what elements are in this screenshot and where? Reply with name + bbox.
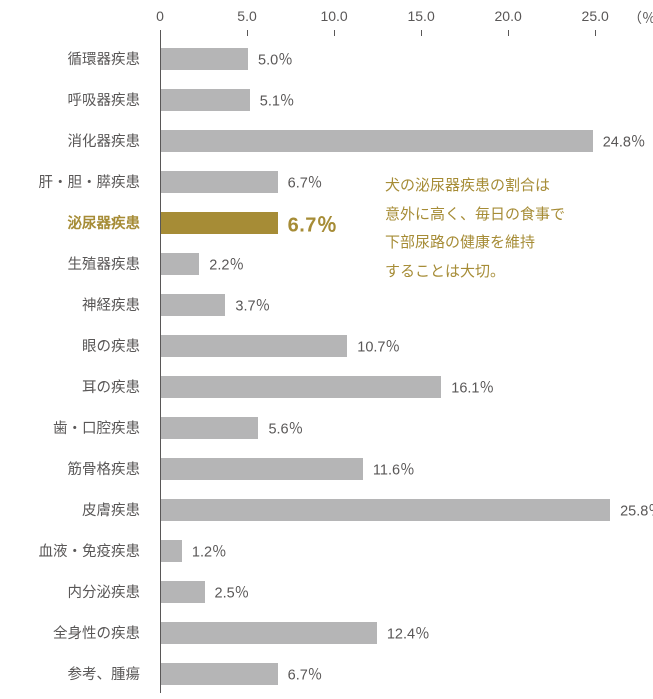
- bar: [161, 335, 347, 357]
- axis-tick-label: 25.0: [582, 8, 609, 24]
- category-label: 泌尿器疾患: [0, 212, 150, 233]
- axis-tick-mark: [595, 30, 596, 36]
- category-label: 神経疾患: [0, 294, 150, 315]
- axis-tick-mark: [421, 30, 422, 36]
- bar-cell: 5.6％: [161, 417, 631, 439]
- axis-tick-mark: [247, 30, 248, 36]
- bar: [161, 376, 441, 398]
- value-label: 5.0％: [258, 48, 293, 69]
- bar-row: 眼の疾患 10.7％: [0, 325, 653, 366]
- value-label: 6.7％: [288, 171, 323, 192]
- value-label: 6.7％: [288, 208, 338, 237]
- disease-rate-chart: 0 5.0 10.0 15.0 20.0 25.0 （％） 循環器疾患 5.0％ 呼吸器疾患 5.…: [0, 0, 653, 699]
- bar-cell: 5.1％: [161, 89, 631, 111]
- value-label: 5.6％: [268, 417, 303, 438]
- bar-row: 皮膚疾患 25.8％: [0, 489, 653, 530]
- category-label: 内分泌疾患: [0, 581, 150, 602]
- axis-tick-mark: [508, 30, 509, 36]
- category-label: 肝・胆・膵疾患: [0, 171, 150, 192]
- bar-cell: 3.7％: [161, 294, 631, 316]
- value-label: 25.8％: [620, 499, 653, 520]
- bar: [161, 171, 278, 193]
- bar-row: 耳の疾患 16.1％: [0, 366, 653, 407]
- value-label: 3.7％: [235, 294, 270, 315]
- value-label: 11.6％: [373, 458, 415, 479]
- category-label: 血液・免疫疾患: [0, 540, 150, 561]
- bar-cell: 16.1％: [161, 376, 631, 398]
- bar: [161, 294, 225, 316]
- value-label: 5.1％: [260, 89, 295, 110]
- bar: [161, 663, 278, 685]
- category-label: 皮膚疾患: [0, 499, 150, 520]
- category-label: 消化器疾患: [0, 130, 150, 151]
- category-label: 呼吸器疾患: [0, 89, 150, 110]
- axis-tick-label: 0: [156, 8, 164, 24]
- category-label: 耳の疾患: [0, 376, 150, 397]
- bar-row: 循環器疾患 5.0％: [0, 38, 653, 79]
- bar-row: 内分泌疾患 2.5％: [0, 571, 653, 612]
- bar: [161, 212, 278, 234]
- bar: [161, 48, 248, 70]
- value-label: 24.8％: [603, 130, 646, 151]
- bar: [161, 458, 363, 480]
- axis-tick-mark: [334, 30, 335, 36]
- bar-row: 参考、腫瘍 6.7％: [0, 653, 653, 694]
- bar-cell: 10.7％: [161, 335, 631, 357]
- annotation-line: 意外に高く、毎日の食事で: [385, 201, 565, 230]
- bar-row: 歯・口腔疾患 5.6％: [0, 407, 653, 448]
- x-axis: 05.010.015.020.025.0（％）: [160, 0, 630, 38]
- bar-cell: 25.8％: [161, 499, 631, 521]
- bar-cell: 11.6％: [161, 458, 631, 480]
- value-label: 1.2％: [192, 540, 227, 561]
- bar-row: 筋骨格疾患 11.6％: [0, 448, 653, 489]
- bar-rows: 循環器疾患 5.0％ 呼吸器疾患 5.1％ 消化器疾患 24.8％ 肝・胆・膵疾患 6.7％ 泌…: [0, 38, 653, 694]
- annotation-line: 犬の泌尿器疾患の割合は: [385, 172, 565, 201]
- bar-cell: 24.8％: [161, 130, 631, 152]
- axis-tick-label: 20.0: [495, 8, 522, 24]
- bar-cell: 5.0％: [161, 48, 631, 70]
- bar-cell: 12.4％: [161, 622, 631, 644]
- bar: [161, 417, 258, 439]
- bar-row: 全身性の疾患 12.4％: [0, 612, 653, 653]
- category-label: 歯・口腔疾患: [0, 417, 150, 438]
- value-label: 2.2％: [209, 253, 244, 274]
- category-label: 筋骨格疾患: [0, 458, 150, 479]
- annotation-line: することは大切。: [385, 258, 565, 287]
- bar: [161, 622, 377, 644]
- bar-row: 神経疾患 3.7％: [0, 284, 653, 325]
- axis-tick-label: 5.0: [237, 8, 256, 24]
- axis-tick-label: 10.0: [320, 8, 347, 24]
- category-label: 循環器疾患: [0, 48, 150, 69]
- value-label: 12.4％: [387, 622, 430, 643]
- bar-row: 血液・免疫疾患 1.2％: [0, 530, 653, 571]
- value-label: 10.7％: [357, 335, 400, 356]
- value-label: 6.7％: [288, 663, 323, 684]
- bar-row: 消化器疾患 24.8％: [0, 120, 653, 161]
- bar-row: 呼吸器疾患 5.1％: [0, 79, 653, 120]
- bar-cell: 1.2％: [161, 540, 631, 562]
- value-label: 16.1％: [451, 376, 494, 397]
- category-label: 眼の疾患: [0, 335, 150, 356]
- axis-unit: （％）: [628, 8, 653, 28]
- bar: [161, 130, 593, 152]
- bar: [161, 581, 205, 603]
- category-label: 生殖器疾患: [0, 253, 150, 274]
- bar: [161, 89, 250, 111]
- bar: [161, 499, 610, 521]
- axis-tick-label: 15.0: [407, 8, 434, 24]
- bar-cell: 2.5％: [161, 581, 631, 603]
- annotation-line: 下部尿路の健康を維持: [385, 229, 565, 258]
- bar: [161, 540, 182, 562]
- category-label: 全身性の疾患: [0, 622, 150, 643]
- category-label: 参考、腫瘍: [0, 663, 150, 684]
- value-label: 2.5％: [215, 581, 250, 602]
- bar: [161, 253, 199, 275]
- bar-cell: 6.7％: [161, 663, 631, 685]
- chart-annotation: 犬の泌尿器疾患の割合は意外に高く、毎日の食事で下部尿路の健康を維持することは大切…: [385, 172, 565, 286]
